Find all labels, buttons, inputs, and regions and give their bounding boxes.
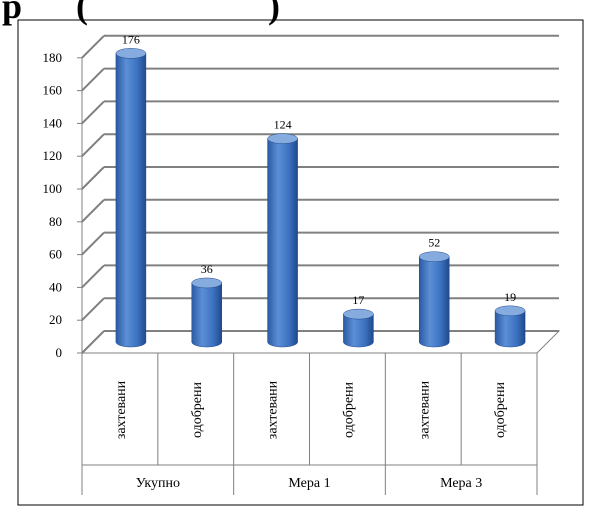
y-tick-label: 180 xyxy=(43,50,63,65)
bar-value-label: 52 xyxy=(428,236,440,250)
bars-layer xyxy=(116,48,525,347)
bar xyxy=(419,252,449,347)
y-tick-label: 140 xyxy=(43,115,63,130)
gridline-side xyxy=(82,298,104,320)
gridline-side xyxy=(82,233,104,255)
bar xyxy=(343,309,373,347)
gridline-side xyxy=(82,69,104,91)
header-fragment: р ( ) xyxy=(2,0,280,24)
x-category-label: одобрени xyxy=(493,381,508,438)
x-category-label: захтевани xyxy=(114,380,129,439)
bar-top xyxy=(116,48,146,58)
x-group-label: Укупно xyxy=(136,476,180,491)
x-group-label: Мера 3 xyxy=(440,476,482,491)
bar-top xyxy=(192,278,222,288)
bar-top xyxy=(343,309,373,319)
gridline-side xyxy=(82,167,104,189)
bar-top xyxy=(495,306,525,316)
x-category-label: захтевани xyxy=(266,380,281,439)
x-category-label: одобрени xyxy=(190,381,205,438)
bar-body xyxy=(268,139,298,347)
y-tick-label: 120 xyxy=(43,148,63,163)
x-category-label: захтевани xyxy=(417,380,432,439)
floor-plane xyxy=(82,331,559,353)
y-tick-label: 80 xyxy=(49,214,62,229)
bar xyxy=(495,306,525,347)
y-tick-label: 20 xyxy=(49,312,62,327)
bar-top xyxy=(268,134,298,144)
grid-layer xyxy=(82,36,559,353)
bar-value-label: 124 xyxy=(274,118,292,132)
x-category-label: одобрени xyxy=(341,381,356,438)
bar-top xyxy=(419,252,449,262)
y-tick-label: 60 xyxy=(49,247,62,262)
gridline-side xyxy=(82,134,104,156)
x-group-label: Мера 1 xyxy=(288,476,330,491)
y-tick-label: 0 xyxy=(56,345,63,360)
bar-body xyxy=(419,257,449,347)
bar-value-label: 36 xyxy=(201,262,213,276)
gridline-side xyxy=(82,200,104,222)
gridline-side xyxy=(82,36,104,58)
y-tick-label: 40 xyxy=(49,279,62,294)
y-tick-label: 160 xyxy=(43,83,63,98)
bar xyxy=(116,48,146,347)
bar-body xyxy=(192,283,222,347)
bar-body xyxy=(495,311,525,347)
gridline-side xyxy=(82,101,104,123)
gridline-side xyxy=(82,265,104,287)
bar xyxy=(192,278,222,347)
bar-value-label: 176 xyxy=(122,32,140,46)
bar xyxy=(268,134,298,347)
bar-value-label: 17 xyxy=(352,293,364,307)
y-tick-label: 100 xyxy=(43,181,63,196)
bar-value-label: 19 xyxy=(504,290,516,304)
bar-body xyxy=(116,53,146,347)
